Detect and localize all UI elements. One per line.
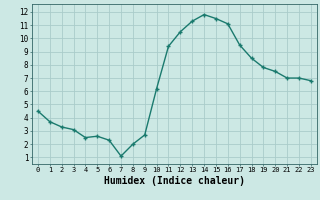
X-axis label: Humidex (Indice chaleur): Humidex (Indice chaleur) bbox=[104, 176, 245, 186]
